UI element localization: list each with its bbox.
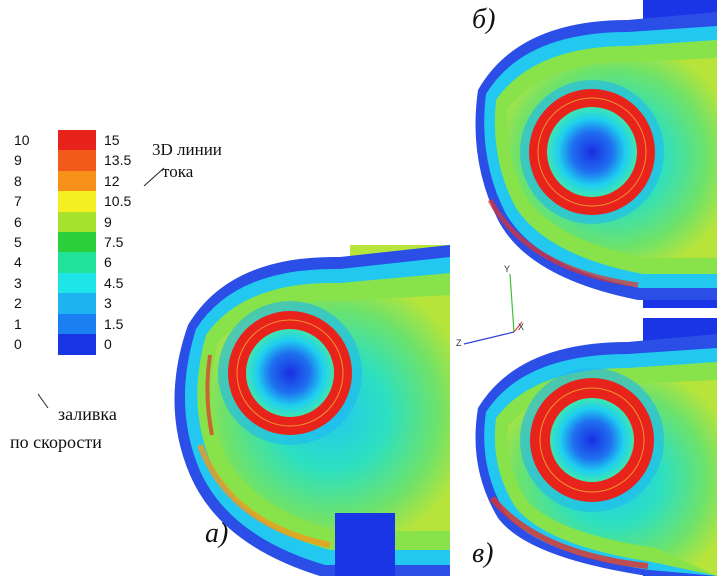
velocity-fill-value: 4	[14, 254, 22, 271]
streamline-value: 6	[104, 254, 112, 271]
legend-color-swatch	[58, 293, 96, 315]
fill-caption-line1: заливка	[58, 404, 117, 424]
velocity-fill-value: 6	[14, 213, 22, 230]
streamline-value: 12	[104, 172, 120, 189]
panel-label-a: а)	[205, 518, 229, 549]
streamline-caption-line1: 3D линии	[152, 140, 222, 159]
legend-color-swatch	[58, 252, 96, 274]
legend-color-swatch	[58, 334, 96, 355]
streamline-value: 10.5	[104, 193, 132, 210]
streamline-value: 15	[104, 132, 120, 148]
panel-a-flow-field	[174, 245, 450, 576]
velocity-fill-value: 9	[14, 152, 22, 169]
velocity-fill-value: 1	[14, 315, 22, 332]
streamline-value: 13.5	[104, 152, 132, 169]
velocity-fill-value: 5	[14, 234, 22, 250]
velocity-fill-value: 3	[14, 274, 22, 291]
legend-color-swatch	[58, 232, 96, 253]
streamline-value: 0	[104, 336, 112, 352]
legend-color-swatch	[58, 150, 96, 172]
fill-caption-line2: по скорости	[10, 432, 102, 452]
streamline-caption-pointer	[143, 167, 165, 187]
velocity-fill-value: 7	[14, 193, 22, 210]
velocity-fill-value: 2	[14, 295, 22, 312]
streamline-value: 7.5	[104, 234, 124, 250]
legend-color-swatch	[58, 170, 96, 192]
streamline-value: 9	[104, 213, 112, 230]
legend-color-swatch	[58, 191, 96, 213]
coordinate-axes-icon	[463, 273, 523, 345]
panel-label-b: б)	[472, 4, 496, 35]
panel-b-flow-field	[475, 0, 717, 308]
axis-z-label: Z	[456, 338, 462, 348]
legend-color-swatch	[58, 211, 96, 233]
streamline-value: 1.5	[104, 315, 124, 332]
panel-c-flow-field	[475, 318, 717, 576]
streamline-caption-line2: тока	[162, 162, 194, 181]
velocity-fill-value: 0	[14, 336, 22, 352]
axis-x-label: X	[518, 322, 525, 332]
legend-color-swatch	[58, 130, 96, 151]
velocity-fill-value: 10	[14, 132, 30, 148]
velocity-fill-value: 8	[14, 172, 22, 189]
legend-color-swatch	[58, 272, 96, 294]
fill-caption-pointer	[37, 393, 49, 409]
axis-y-label: Y	[504, 264, 511, 274]
legend-color-swatch	[58, 313, 96, 335]
streamline-value: 3	[104, 295, 112, 312]
streamline-value: 4.5	[104, 274, 124, 291]
panel-label-c: в)	[472, 538, 494, 569]
